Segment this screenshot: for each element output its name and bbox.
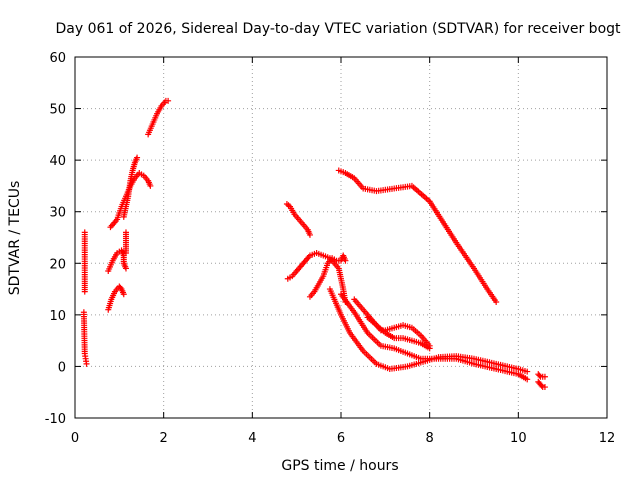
x-tick-label: 8: [426, 431, 434, 446]
data-point: [426, 345, 433, 352]
series-arc-r: [535, 378, 548, 391]
data-point: [120, 291, 127, 298]
data-point: [493, 298, 500, 305]
data-point: [122, 265, 129, 272]
data-point: [83, 360, 90, 367]
data-point: [117, 284, 124, 291]
x-tick-label: 4: [248, 431, 256, 446]
series-arc-q: [535, 371, 548, 380]
y-tick-label: 60: [49, 51, 66, 66]
data-point: [81, 288, 88, 295]
series-arc-a: [81, 229, 88, 295]
data-point: [342, 257, 349, 264]
data-point: [524, 376, 531, 383]
y-tick-label: -10: [45, 412, 66, 427]
data-point: [165, 97, 172, 104]
series-arc-d: [105, 247, 129, 275]
y-axis-label: SDTVAR / TECUs: [7, 181, 23, 296]
series-arc-c: [105, 283, 127, 313]
data-point: [524, 368, 531, 375]
data-point: [541, 384, 548, 391]
data-point: [122, 249, 129, 256]
data-point: [306, 231, 313, 238]
tick-labels: 0 2 4 6 8 10 12 -10 0 10 20 30 40 50 60: [45, 51, 616, 446]
y-tick-label: 50: [49, 103, 66, 118]
y-tick-label: 0: [58, 360, 66, 375]
series-arc-p: [364, 314, 433, 352]
x-tick-label: 0: [71, 431, 79, 446]
series-arc-f: [120, 154, 141, 220]
x-tick-label: 10: [510, 431, 527, 446]
data-point: [541, 373, 548, 380]
data-point: [538, 382, 545, 389]
x-tick-label: 2: [160, 431, 168, 446]
plot-frame: [74, 56, 608, 419]
y-tick-label: 10: [49, 309, 66, 324]
series-arc-i: [283, 200, 313, 238]
chart-title: Day 061 of 2026, Sidereal Day-to-day VTE…: [55, 21, 621, 37]
x-axis-label: GPS time / hours: [281, 458, 398, 474]
x-tick-label: 6: [337, 431, 345, 446]
series-arc-b: [80, 309, 90, 367]
data-point: [147, 182, 154, 189]
data-points: [80, 97, 548, 391]
series-arc-g: [122, 229, 129, 256]
data-point: [536, 372, 543, 379]
series-arc-k: [306, 252, 349, 300]
series-arc-l: [335, 167, 500, 305]
y-tick-label: 40: [49, 154, 66, 169]
series-arc-m: [326, 286, 531, 375]
grid: [75, 57, 607, 418]
x-tick-label: 12: [599, 431, 616, 446]
y-tick-label: 20: [49, 257, 66, 272]
data-point: [134, 154, 141, 161]
series-arc-h: [145, 97, 172, 138]
y-tick-label: 30: [49, 206, 66, 221]
series-arc-n: [338, 291, 531, 383]
